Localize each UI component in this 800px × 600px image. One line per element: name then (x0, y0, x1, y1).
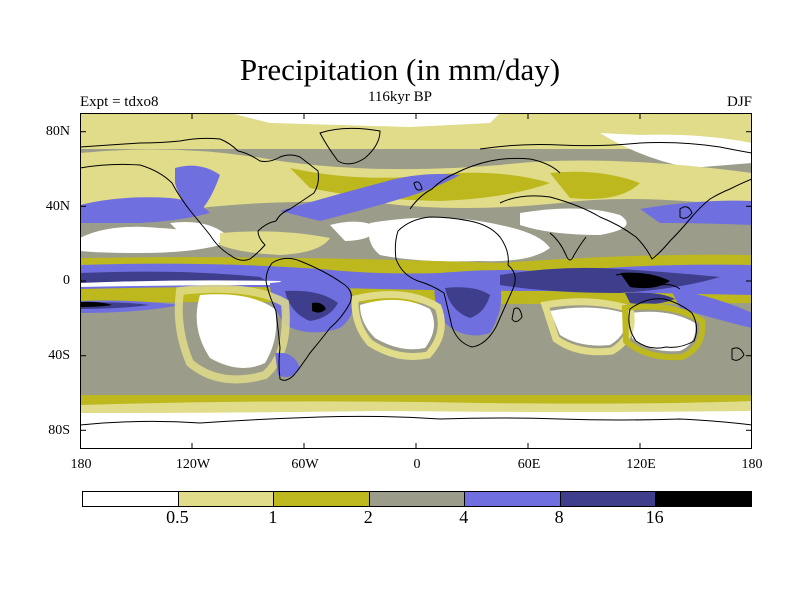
field-australia-dry (630, 311, 696, 352)
field-natlantic-dry (330, 221, 380, 241)
lon-tick-60e: 60E (517, 457, 541, 472)
coast-arctic-asia (479, 142, 752, 154)
coast-indonesia (615, 274, 681, 290)
colorbar-segment (369, 492, 466, 506)
field-warmpool-max (620, 272, 670, 289)
field-sind-yellow-ring (540, 298, 635, 356)
map-ticks (80, 113, 752, 449)
field-nam-west (175, 165, 220, 213)
field-satl-yellow-ring (351, 291, 445, 360)
lon-tick-120e: 120E (626, 457, 656, 472)
coast-australia (628, 298, 698, 349)
colorbar-level-label: 4 (459, 507, 469, 527)
field-amazon-max (312, 302, 326, 313)
field-eq-white-strip (80, 280, 285, 287)
colorbar-segment (178, 492, 275, 506)
precipitation-map (80, 113, 752, 449)
coast-india (549, 232, 587, 261)
field-sepacific-dry (196, 294, 277, 368)
lat-tick-80n: 80N (45, 124, 70, 139)
lat-tick-40s: 40S (48, 348, 70, 363)
colorbar-level-label: 16 (645, 507, 664, 527)
field-aus-yellow-ring (621, 303, 706, 361)
lon-tick-180w: 180 (70, 457, 92, 472)
field-nh-olive-2 (550, 171, 640, 199)
colorbar-level-label: 2 (363, 507, 373, 527)
field-pacific-storm (80, 197, 210, 223)
field-arctic-white-2 (600, 133, 752, 168)
colorbar-segment (465, 492, 561, 506)
colorbar-level-label: 1 (268, 507, 278, 527)
lat-tick-40n: 40N (45, 199, 70, 214)
colorbar (82, 491, 752, 507)
coast-japan (679, 206, 693, 219)
field-sindian-dry (550, 307, 626, 346)
field-arctic-white (230, 113, 500, 127)
field-safrica-core (445, 287, 490, 318)
lat-tick-80s: 80S (48, 423, 70, 438)
coast-europe (409, 157, 561, 210)
period-label: 116kyr BP (367, 89, 433, 105)
field-nt-australia (625, 292, 675, 305)
field-antarctic-dry (80, 409, 752, 449)
colorbar-level-label: 0.5 (166, 507, 189, 527)
coast-africa (394, 216, 516, 348)
field-spacific-max (80, 301, 112, 307)
field-nh-subtrop-yellow (220, 231, 330, 255)
field-sh-yellow-ring (174, 284, 290, 384)
lon-tick-0: 0 (413, 457, 421, 472)
field-patagonia-blue (275, 352, 300, 377)
colorbar-segment (656, 492, 752, 506)
field-itcz-core (80, 271, 270, 283)
coast-antarctica (80, 415, 752, 426)
coast-uk (413, 181, 423, 191)
experiment-label: Expt = tdxo8 (80, 94, 159, 110)
map-title: Precipitation (in mm/day) (239, 52, 561, 87)
season-label: DJF (726, 94, 752, 110)
colorbar-segment (560, 492, 657, 506)
field-warmpool (500, 267, 720, 293)
coast-south-america (265, 257, 352, 381)
field-asia-dry (520, 208, 627, 235)
coast-new-zealand (731, 347, 745, 361)
coast-madagascar (511, 307, 523, 323)
lon-tick-180e: 180 (741, 457, 763, 472)
field-satlantic-dry (360, 299, 434, 350)
lon-tick-120w: 120W (175, 457, 211, 472)
coast-north-america (80, 137, 319, 261)
field-sahara-dry (368, 217, 550, 262)
field-spcz (670, 288, 752, 328)
field-npacific-dry-2 (170, 222, 230, 245)
lat-tick-0: 0 (63, 273, 70, 288)
lon-tick-60w: 60W (291, 457, 319, 472)
coast-asia (499, 178, 752, 260)
colorbar-level-label: 8 (554, 507, 564, 527)
field-antarctic-band (80, 401, 752, 413)
colorbar-segment (83, 492, 179, 506)
colorbar-segment (274, 492, 370, 506)
field-amazon-core (285, 290, 338, 321)
coast-greenland (319, 127, 381, 165)
